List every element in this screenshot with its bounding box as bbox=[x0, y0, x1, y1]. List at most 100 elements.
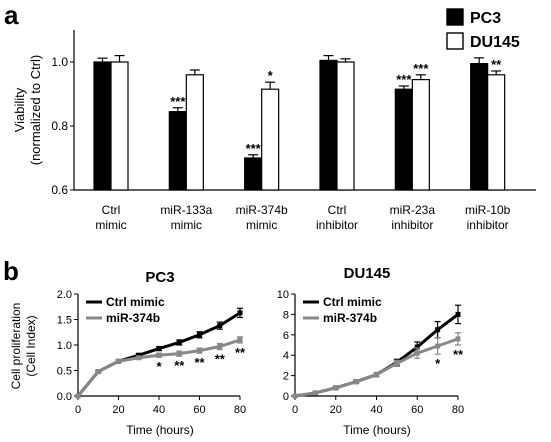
pc3-data-point bbox=[156, 352, 162, 358]
bar bbox=[185, 74, 204, 191]
pc3-data-point bbox=[156, 346, 162, 352]
bar-y-tick-label: 1.0 bbox=[51, 55, 68, 69]
legend-label: PC3 bbox=[470, 10, 501, 27]
du145-y-tick-label: 10 bbox=[277, 289, 289, 301]
bar-chart-marks: ******* ****** ** bbox=[93, 54, 506, 191]
pc3-data-point bbox=[197, 332, 202, 338]
pc3-significance-stars: * bbox=[156, 359, 162, 374]
category-label-line2: mimic bbox=[171, 218, 202, 232]
category-label-line1: miR-133a bbox=[160, 203, 212, 217]
pc3-data-point bbox=[95, 369, 101, 375]
category-label-line1: Ctrl bbox=[102, 203, 121, 217]
pc3-data-point bbox=[116, 358, 121, 364]
du145-data-point bbox=[312, 390, 318, 396]
du145-y-tick-label: 2 bbox=[283, 371, 289, 383]
category-label-line2: inhibitor bbox=[391, 218, 433, 232]
du145-y-tick-label: 4 bbox=[283, 350, 289, 362]
bar bbox=[110, 61, 129, 191]
pc3-y-tick-label: 2.0 bbox=[57, 289, 72, 301]
bar bbox=[487, 74, 506, 191]
du145-legend-label: miR-374b bbox=[323, 311, 377, 325]
legend-swatch bbox=[446, 8, 464, 26]
significance-stars: *** bbox=[170, 94, 186, 109]
pc3-y-tick-label: 0.5 bbox=[57, 366, 72, 378]
du145-y-tick-label: 8 bbox=[283, 309, 289, 321]
du145-title: DU145 bbox=[344, 265, 391, 282]
category-label-line2: inhibitor bbox=[316, 218, 358, 232]
legend-label: DU145 bbox=[470, 34, 520, 51]
du145-y-tick-label: 0 bbox=[283, 391, 289, 403]
pc3-data-point bbox=[176, 339, 182, 345]
du145-data-point bbox=[374, 372, 379, 378]
du145-data-point bbox=[414, 350, 420, 356]
panel-label-b: b bbox=[3, 256, 19, 286]
significance-stars: ** bbox=[491, 57, 502, 72]
bar bbox=[261, 88, 280, 191]
pc3-data-point bbox=[197, 348, 202, 354]
pc3-x-tick-label: 0 bbox=[75, 404, 81, 416]
bar bbox=[93, 61, 112, 191]
bar bbox=[319, 59, 338, 191]
bar bbox=[244, 157, 263, 191]
pc3-data-point bbox=[237, 310, 243, 316]
panel-label-a: a bbox=[4, 0, 19, 30]
legend-swatch bbox=[446, 32, 464, 50]
bar bbox=[336, 61, 355, 191]
category-label-line1: miR-374b bbox=[236, 203, 288, 217]
du145-data-point bbox=[435, 343, 441, 349]
du145-data-point bbox=[455, 336, 461, 342]
significance-stars: *** bbox=[396, 72, 412, 87]
du145-significance-stars: ** bbox=[453, 347, 464, 362]
du145-data-point bbox=[292, 393, 298, 399]
du145-significance-stars: * bbox=[435, 356, 441, 371]
pc3-data-point bbox=[237, 337, 243, 343]
du145-data-point bbox=[394, 360, 400, 366]
pc3-x-tick-label: 40 bbox=[153, 404, 165, 416]
significance-stars: * bbox=[268, 68, 274, 83]
pc3-significance-stars: ** bbox=[194, 355, 205, 370]
pc3-data-point bbox=[217, 323, 223, 329]
pc3-data-point bbox=[217, 344, 223, 350]
pc3-data-point bbox=[136, 352, 142, 358]
du145-data-point bbox=[455, 311, 461, 317]
line-ylabel-line2: (Cell Index) bbox=[24, 315, 38, 376]
pc3-x-tick-label: 60 bbox=[193, 404, 205, 416]
bar-chart-axes: 0.60.81.0CtrlmimicmiR-133amimicmiR-374bm… bbox=[51, 30, 536, 232]
category-label-line1: miR-23a bbox=[390, 203, 436, 217]
category-label-line2: inhibitor bbox=[467, 218, 509, 232]
bar-legend: PC3 DU145 bbox=[446, 8, 520, 51]
bar bbox=[394, 88, 413, 191]
du145-y-tick-label: 6 bbox=[283, 330, 289, 342]
line-ylabel-line1: Cell proliferation bbox=[9, 303, 23, 390]
du145-x-tick-label: 20 bbox=[330, 404, 342, 416]
pc3-data-point bbox=[176, 351, 182, 357]
du145-x-tick-label: 80 bbox=[452, 404, 464, 416]
significance-stars: *** bbox=[413, 61, 429, 76]
pc3-y-tick-label: 1.5 bbox=[57, 315, 72, 327]
bar-ylabel-line1: Viability bbox=[12, 87, 27, 132]
bar-y-tick-label: 0.8 bbox=[51, 119, 68, 133]
pc3-legend-label: Ctrl mimic bbox=[106, 295, 165, 309]
bar-y-tick-label: 0.6 bbox=[51, 183, 68, 197]
du145-x-tick-label: 40 bbox=[370, 404, 382, 416]
du145-series-line bbox=[294, 313, 459, 398]
pc3-y-tick-label: 0.0 bbox=[57, 391, 72, 403]
pc3-x-tick-label: 80 bbox=[234, 404, 246, 416]
du145-series-line bbox=[294, 337, 459, 398]
pc3-significance-stars: ** bbox=[235, 345, 246, 360]
bar bbox=[411, 78, 430, 191]
du145-data-point bbox=[414, 344, 420, 350]
category-label-line2: mimic bbox=[246, 218, 277, 232]
bar bbox=[470, 62, 489, 191]
bar-ylabel-line2: (normalized to Ctrl) bbox=[28, 55, 43, 166]
pc3-xlabel: Time (hours) bbox=[126, 423, 194, 437]
pc3-line-chart: 0.0 0.5 1.0 1.5 2.0 0 20 40 60 80 Ctrl mimic miR-37… bbox=[57, 289, 246, 416]
pc3-legend-label: miR-374b bbox=[106, 311, 160, 325]
pc3-significance-stars: ** bbox=[215, 352, 226, 367]
pc3-data-point bbox=[75, 393, 81, 399]
pc3-data-point bbox=[136, 355, 142, 361]
du145-data-point bbox=[333, 385, 339, 391]
category-label-line1: Ctrl bbox=[328, 203, 347, 217]
